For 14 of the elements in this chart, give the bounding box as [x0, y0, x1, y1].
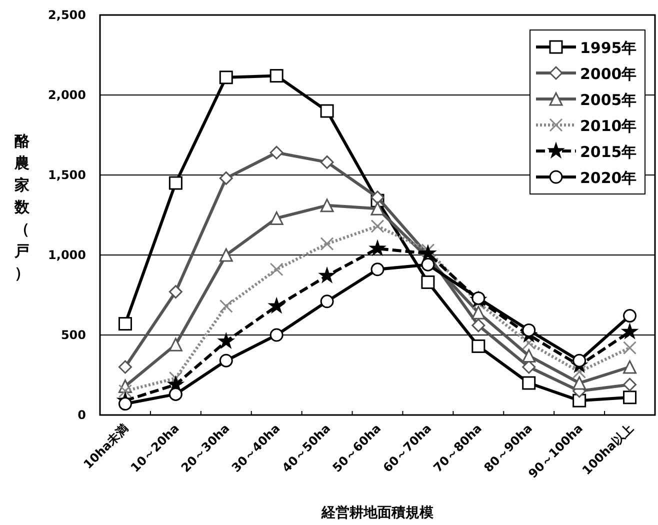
- legend-label: 1995年: [580, 39, 637, 57]
- legend-label: 2005年: [580, 91, 637, 109]
- legend-label: 2015年: [580, 143, 637, 161]
- legend-label: 2010年: [580, 117, 637, 135]
- y-tick-label: 1,500: [48, 168, 86, 182]
- x-axis-title: 経営耕地面積規模: [320, 505, 434, 521]
- y-tick-label: 1,000: [48, 248, 86, 262]
- legend-label: 2020年: [580, 169, 637, 187]
- y-tick-label: 2,500: [48, 8, 86, 22]
- y-axis-title: 酪農家数（戸）: [14, 132, 30, 282]
- y-tick-label: 0: [78, 408, 86, 422]
- y-tick-label: 2,000: [48, 88, 86, 102]
- legend-label: 2000年: [580, 65, 637, 83]
- y-tick-label: 500: [60, 328, 86, 342]
